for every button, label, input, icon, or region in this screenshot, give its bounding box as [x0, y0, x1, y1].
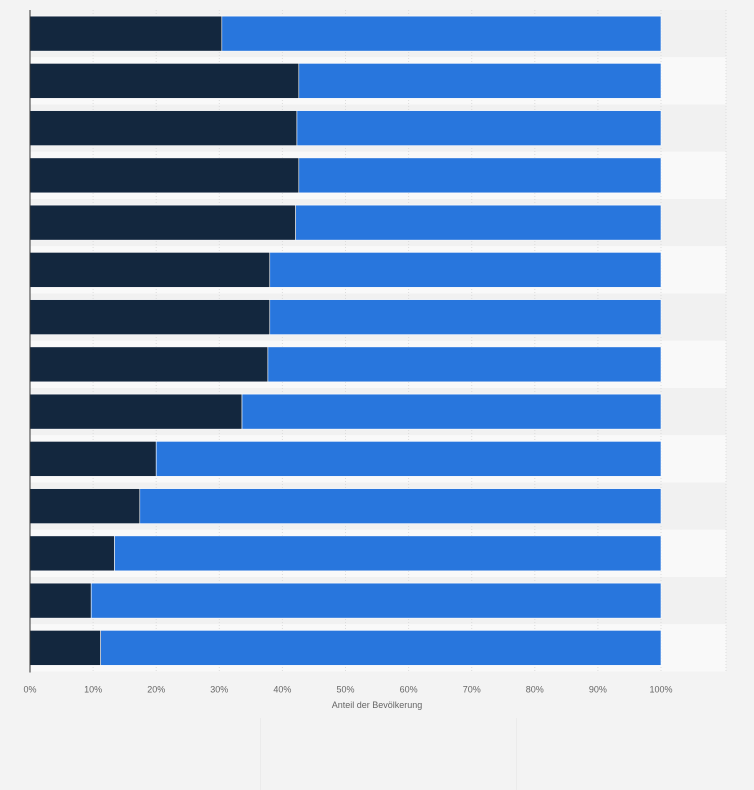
- stacked-bar-chart: 0% 10% 20% 30% 40% 50% 60% 70% 80% 90% 100% Anteil…: [23, 10, 727, 710]
- bar-segment-dark: [29, 488, 141, 524]
- footer-divider: [260, 718, 261, 790]
- bar-segment-dark: [29, 252, 271, 288]
- bar-segment-dark: [29, 15, 223, 52]
- chart-svg: 0% 10% 20% 30% 40% 50% 60% 70% 80% 90% 100% Anteil…: [23, 10, 727, 710]
- x-tick-label: 30%: [210, 685, 228, 695]
- x-tick-label: 10%: [84, 685, 102, 695]
- footer-divider: [516, 718, 517, 790]
- bar-segment-blue: [155, 441, 662, 477]
- x-tick-label: 80%: [526, 685, 544, 695]
- bar-segment-dark: [29, 535, 115, 572]
- x-tick-label: 70%: [463, 685, 481, 695]
- bar-segment-blue: [100, 630, 662, 666]
- bar-segment-dark: [29, 393, 243, 430]
- bar-segment-dark: [29, 441, 157, 477]
- bar-segment-blue: [139, 488, 662, 524]
- bar-segment-blue: [298, 157, 662, 194]
- x-tick-label: 60%: [400, 685, 418, 695]
- bar-segment-blue: [295, 204, 662, 241]
- x-tick-label: 100%: [649, 685, 672, 695]
- x-tick-label: 40%: [273, 685, 291, 695]
- x-tick-label: 50%: [336, 685, 354, 695]
- bar-segment-dark: [29, 157, 300, 194]
- bar-segment-blue: [296, 110, 662, 146]
- bar-segment-blue: [267, 346, 662, 383]
- bar-segment-blue: [298, 63, 662, 99]
- footer-panel: [0, 718, 754, 790]
- bar-segment-dark: [29, 346, 269, 383]
- bar-segment-dark: [29, 110, 298, 146]
- bar-segment-dark: [29, 204, 296, 241]
- bar-segment-dark: [29, 63, 300, 99]
- bar-segment-dark: [29, 299, 271, 335]
- bar-segment-blue: [241, 393, 662, 430]
- bar-segment-dark: [29, 582, 92, 619]
- x-axis-title: Anteil der Bevölkerung: [332, 700, 423, 710]
- bar-segment-blue: [269, 299, 662, 335]
- bar-segment-dark: [29, 630, 101, 666]
- bar-segment-blue: [90, 582, 662, 619]
- bar-segment-blue: [269, 252, 662, 288]
- x-tick-label: 0%: [23, 685, 36, 695]
- bar-segment-blue: [221, 15, 662, 52]
- bar-segment-blue: [114, 535, 662, 572]
- x-tick-label: 90%: [589, 685, 607, 695]
- x-tick-label: 20%: [147, 685, 165, 695]
